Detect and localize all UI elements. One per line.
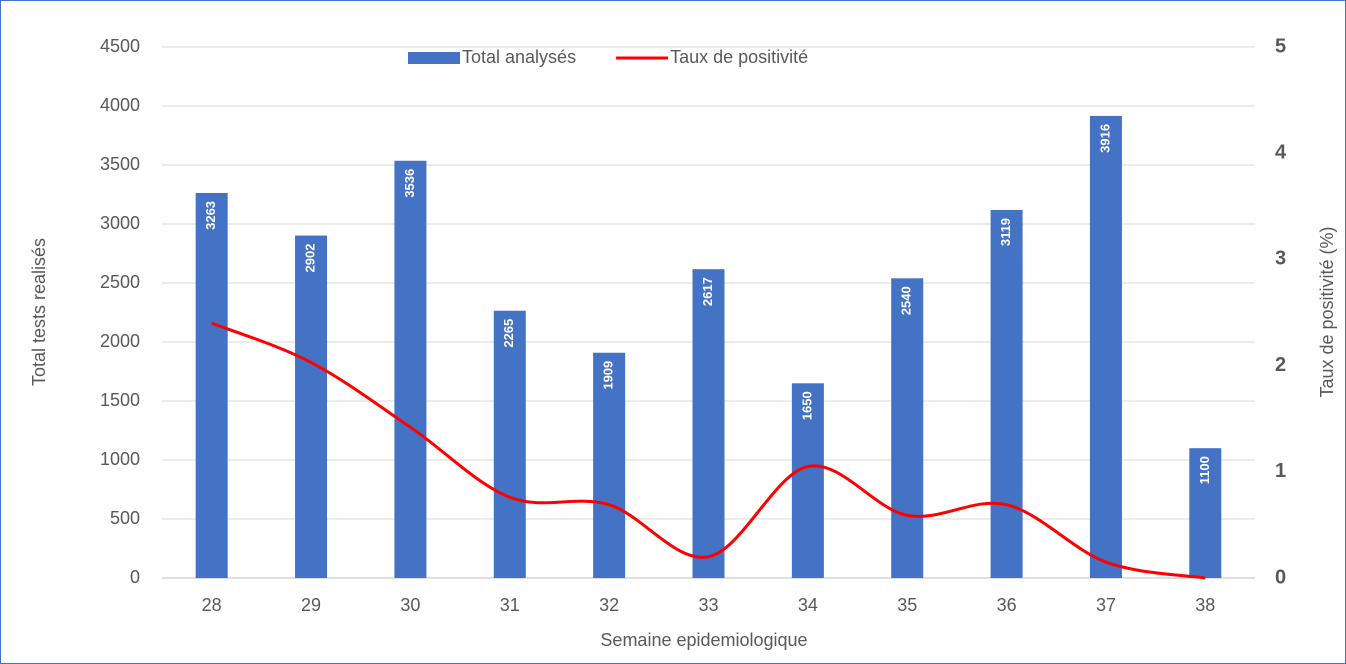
bar [394,160,427,578]
bar [791,383,824,578]
x-tick-label: 31 [500,595,520,615]
legend-swatch [408,52,460,64]
bar [195,192,228,578]
legend-label: Taux de positivité [670,47,808,67]
x-tick-label: 37 [1096,595,1116,615]
y-tick-label: 500 [110,508,140,528]
y-axis-label: Total tests realisés [29,238,49,386]
y-tick-label: 0 [130,567,140,587]
y2-tick-label: 2 [1275,354,1286,376]
y-tick-label: 4500 [100,36,140,56]
x-tick-label: 33 [698,595,718,615]
y-tick-label: 4000 [100,95,140,115]
y-tick-label: 2000 [100,331,140,351]
x-tick-label: 34 [798,595,818,615]
line [211,321,1206,580]
bar [593,352,626,578]
value-label: 2902 [302,244,317,273]
x-tick-label: 36 [997,595,1017,615]
x-tick-label: 29 [301,595,321,615]
value-label: 2540 [899,286,914,315]
bar [295,235,328,578]
bar [692,269,725,578]
bar [990,209,1023,578]
y2-tick-label: 1 [1275,460,1286,482]
bar [493,310,526,578]
y2-axis-label: Taux de positivité (%) [1317,226,1337,397]
y-tick-label: 1500 [100,390,140,410]
value-label: 1100 [1197,456,1212,484]
y2-tick-label: 5 [1275,35,1286,57]
value-label: 3119 [998,218,1013,246]
x-tick-label: 38 [1195,595,1215,615]
x-tick-label: 32 [599,595,619,615]
x-tick-label: 35 [897,595,917,615]
y2-tick-label: 0 [1275,566,1286,588]
y2-tick-label: 3 [1275,248,1286,270]
y-tick-label: 3000 [100,213,140,233]
y2-tick-label: 4 [1275,141,1287,163]
bar [1189,448,1222,578]
value-label: 3263 [203,201,218,230]
value-label: 3916 [1097,124,1112,153]
value-label: 3536 [402,169,417,198]
value-label: 1650 [799,391,814,420]
y-tick-label: 3500 [100,154,140,174]
value-label: 1909 [601,361,616,390]
y-tick-label: 1000 [100,449,140,469]
x-tick-label: 30 [400,595,420,615]
bar [1089,115,1122,579]
y-tick-label: 2500 [100,272,140,292]
x-axis-label: Semaine epidemiologique [600,630,807,650]
value-label: 2617 [700,277,715,306]
bar [891,278,924,578]
legend-label: Total analysés [462,47,576,67]
x-tick-label: 28 [202,595,222,615]
value-label: 2265 [501,319,516,348]
